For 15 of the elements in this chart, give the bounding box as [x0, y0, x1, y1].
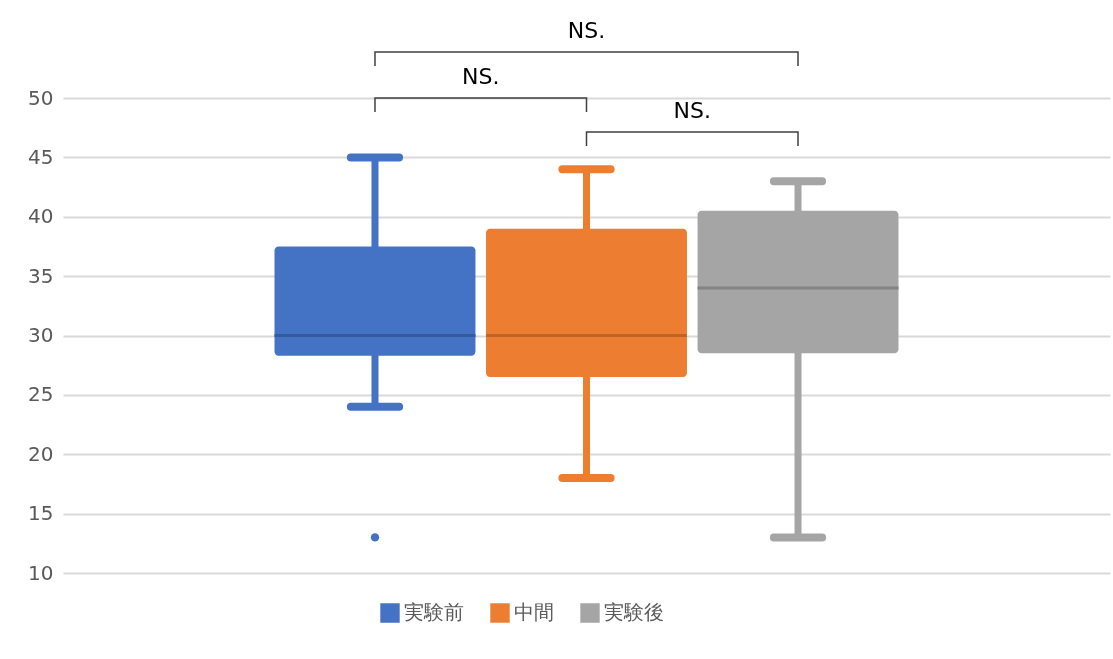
y-tick-label: 50 — [28, 85, 54, 110]
y-tick-label: 15 — [28, 501, 54, 526]
annotation: NS. — [673, 98, 711, 123]
y-tick-label: 10 — [28, 560, 54, 585]
legend-label: 実験後 — [604, 600, 664, 625]
y-tick-label: 35 — [28, 263, 54, 288]
text: NS. — [462, 64, 500, 89]
y-tick-label: 20 — [28, 441, 54, 466]
y-tick-label: 25 — [28, 382, 54, 407]
legend-label: 中間 — [514, 600, 554, 625]
legend-label: 実験前 — [404, 600, 464, 625]
y-tick-label: 40 — [28, 204, 54, 229]
y-tick-label: 30 — [28, 323, 54, 347]
text: NS. — [567, 18, 606, 43]
y-tick-label: 45 — [28, 144, 54, 169]
